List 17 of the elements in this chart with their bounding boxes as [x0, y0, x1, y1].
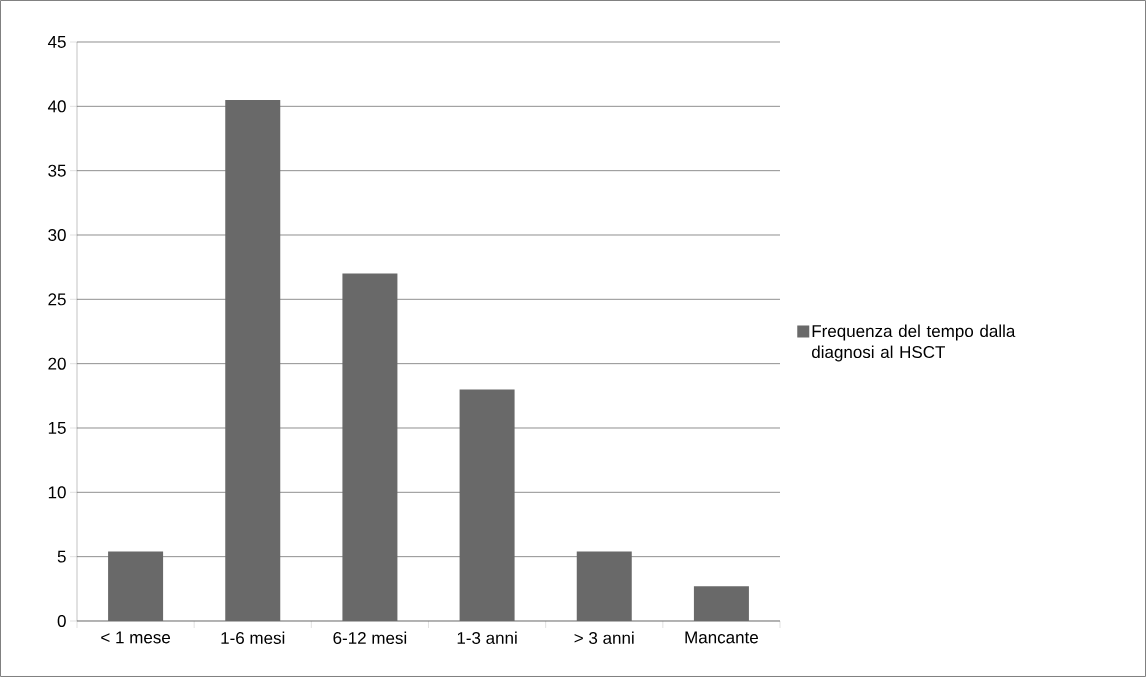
y-tick-label: 30: [48, 228, 66, 242]
y-tick-label: 40: [47, 100, 66, 113]
x-tick-label: Mancante: [685, 631, 758, 644]
x-tick-label: < 1 mese: [101, 631, 171, 644]
y-tick-label: 10: [48, 486, 66, 499]
y-tick-label: 0: [57, 614, 66, 628]
x-tick-label: 6-12 mesi: [333, 631, 407, 645]
y-tick-label: 45: [47, 36, 66, 48]
y-tick-label: 5: [57, 550, 66, 563]
legend-label: Frequenza del tempo dalla diagnosi al HSCT: [811, 324, 1016, 362]
x-tick-label: 1-3 anni: [457, 631, 517, 645]
x-tick-label: 1-6 mesi: [221, 631, 285, 645]
y-tick-label: 35: [48, 164, 66, 177]
y-tick-label: 20: [48, 357, 66, 370]
y-tick-label: 25: [48, 293, 66, 306]
y-tick-label: 15: [48, 422, 66, 434]
x-tick-label: > 3 anni: [574, 631, 634, 645]
